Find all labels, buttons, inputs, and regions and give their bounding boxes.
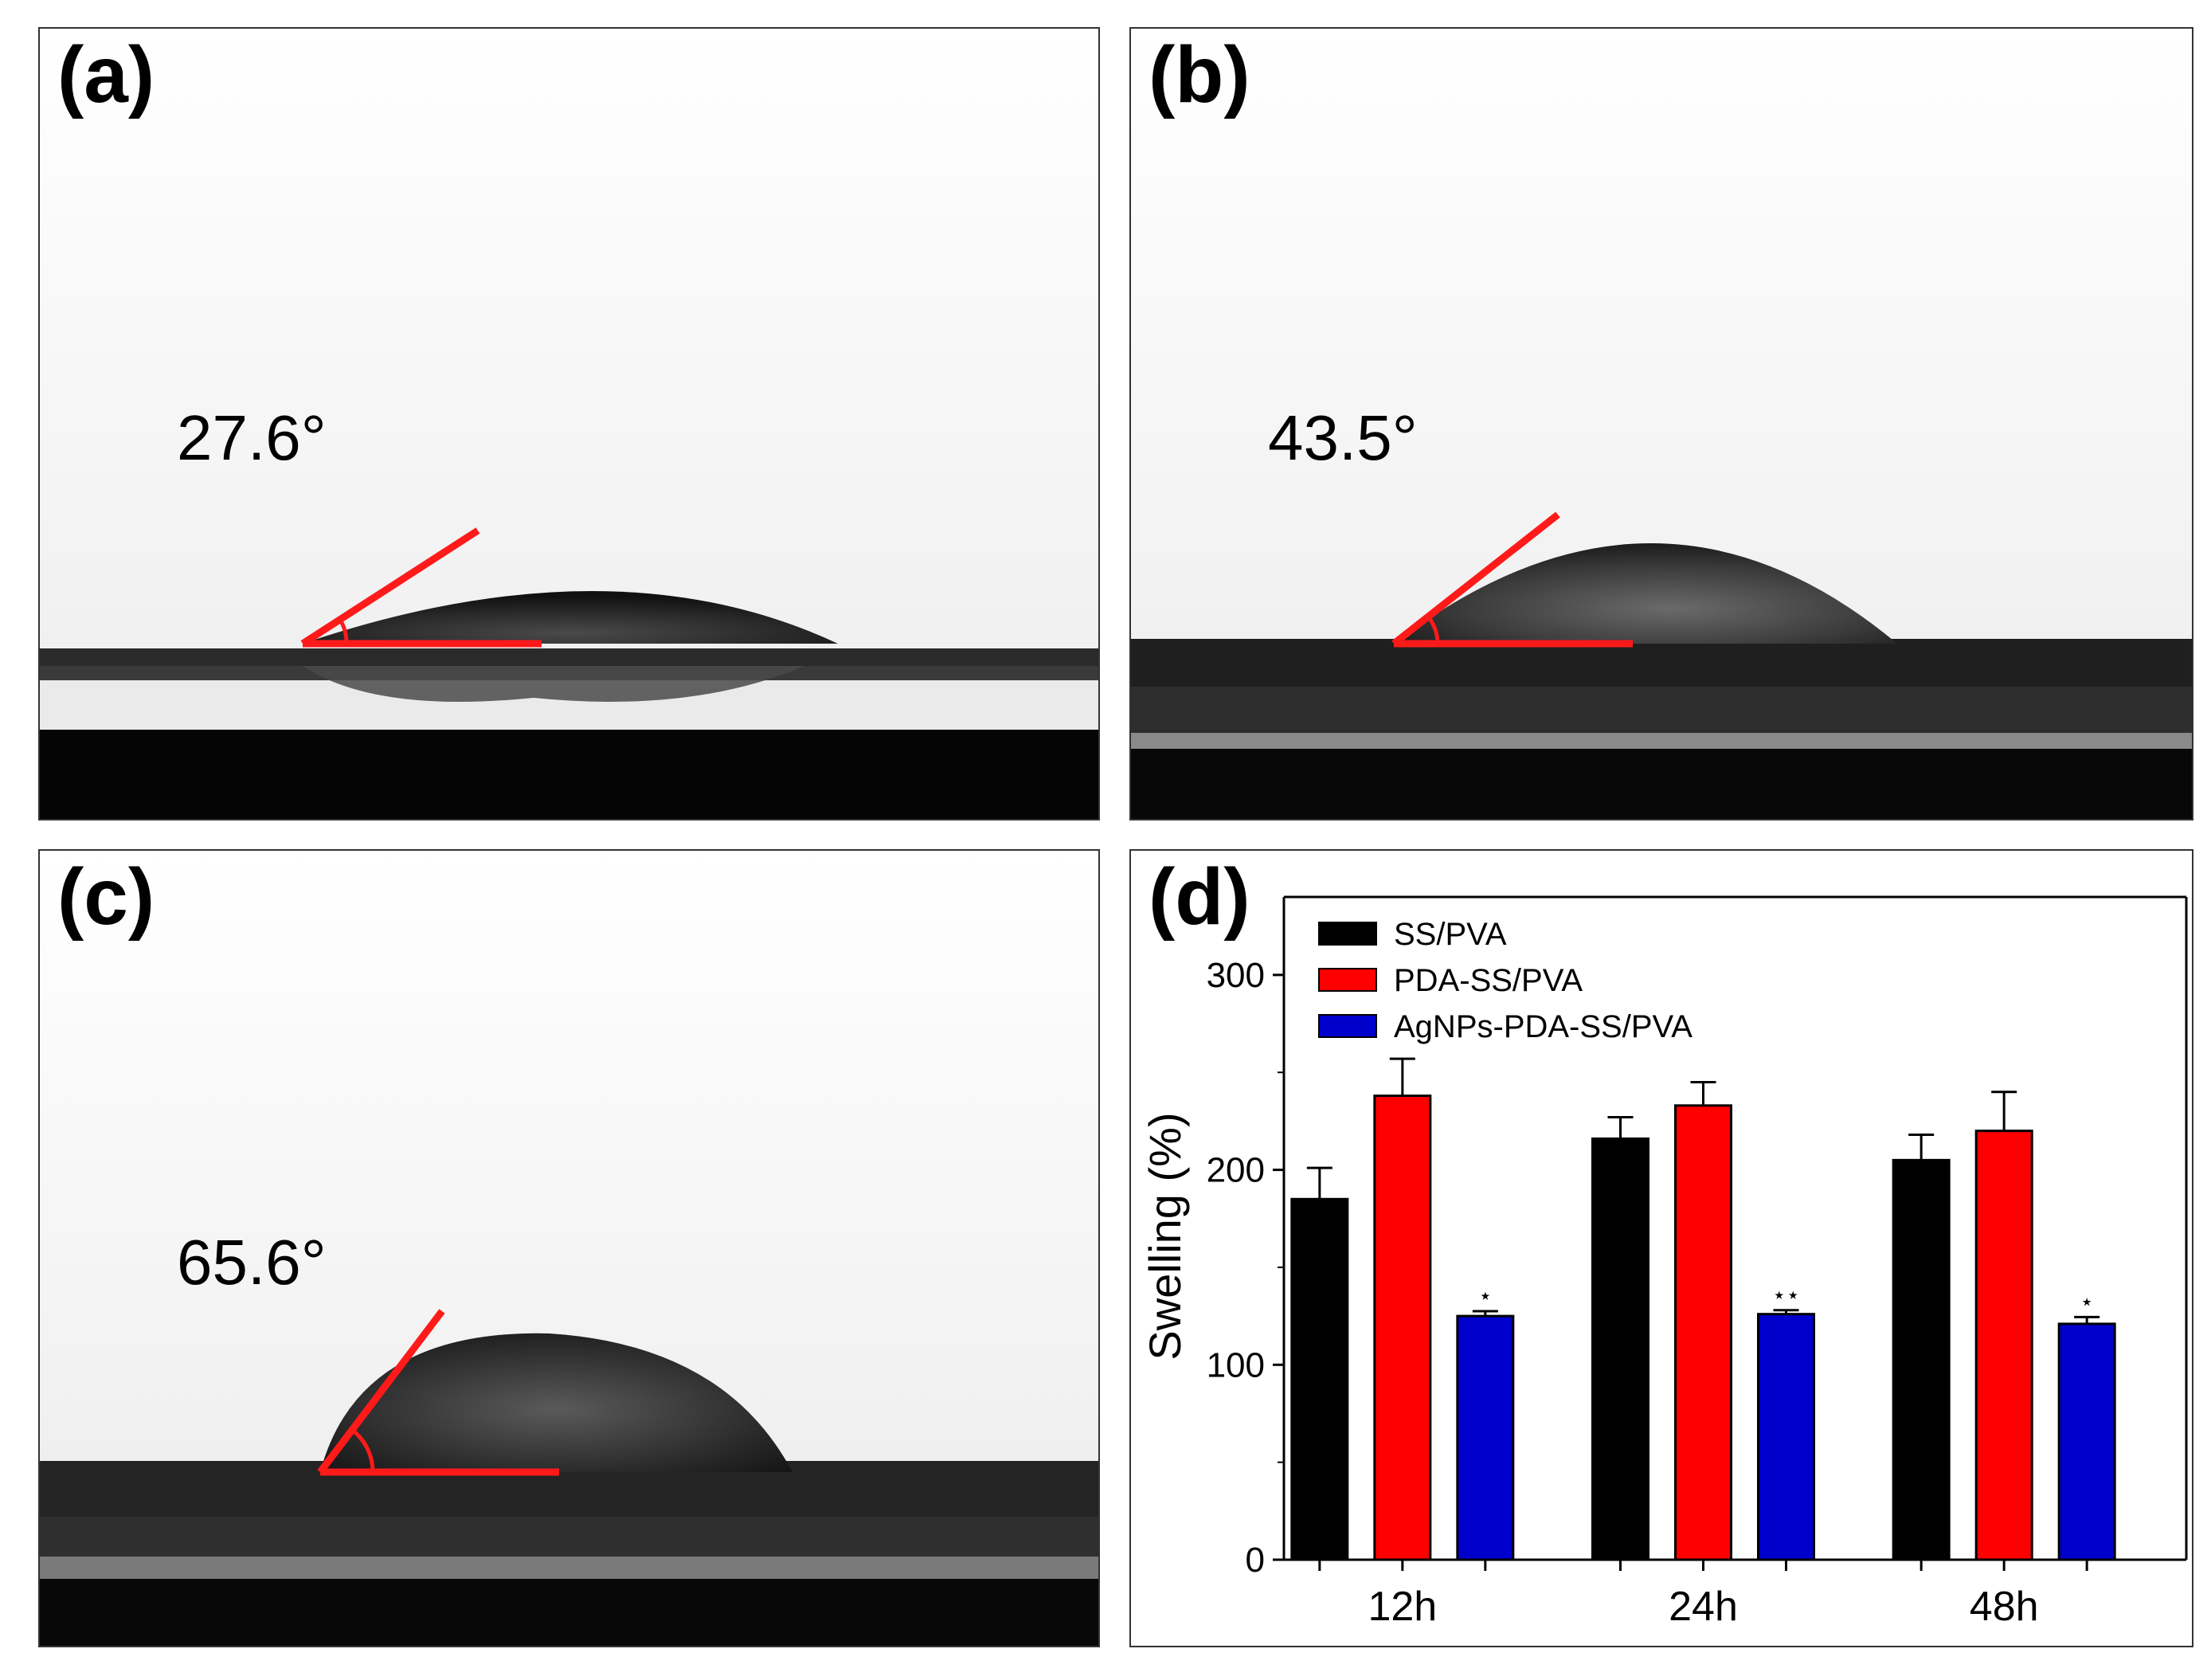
y-tick-label: 200 — [1207, 1151, 1265, 1190]
x-tick-label: 48h — [1970, 1584, 2039, 1630]
y-tick-label: 0 — [1246, 1541, 1265, 1580]
angle-arc — [350, 1428, 375, 1473]
bar-ss-pva-24h — [1591, 1137, 1649, 1561]
bar-pda-ss-pva-12h — [1373, 1095, 1432, 1561]
legend-label: SS/PVA — [1394, 917, 1507, 952]
legend-label: AgNPs-PDA-SS/PVA — [1394, 1009, 1692, 1044]
x-tick-label: 24h — [1669, 1584, 1738, 1630]
legend-swatch — [1318, 968, 1377, 992]
droplet-photo-c — [40, 851, 1098, 1646]
droplet-photo-b — [1131, 29, 2192, 819]
x-tick-label: 12h — [1368, 1584, 1437, 1630]
significance-marker: ⋆ — [2080, 1289, 2094, 1314]
panel-label: (c) — [57, 852, 155, 942]
significance-marker: ⋆ — [1478, 1283, 1493, 1308]
panel-label: (b) — [1149, 30, 1250, 119]
panel-a-contact-angle-image: (a) 27.6° — [38, 27, 1100, 820]
swelling-bar-chart: 0 100 200 300 Swelling (%) ⋆ 12h ⋆⋆ 24h ⋆ 48h SS/PV… — [1140, 895, 2188, 1630]
angle-arc — [338, 618, 349, 644]
bar-ss-pva-12h — [1290, 1197, 1349, 1561]
y-tick-label: 100 — [1207, 1345, 1265, 1384]
panel-d-swelling-chart: 0 100 200 300 Swelling (%) ⋆ 12h ⋆⋆ 24h ⋆ 48h SS/PV… — [1129, 849, 2193, 1647]
panel-b-contact-angle-image: (b) 43.5° — [1129, 27, 2193, 820]
y-tick-label: 300 — [1207, 956, 1265, 995]
contact-angle-value: 43.5° — [1268, 402, 1418, 473]
contact-angle-value: 65.6° — [177, 1227, 327, 1298]
bar-agnps-pda-ss-pva-24h — [1757, 1313, 1815, 1561]
tangent-line — [300, 527, 480, 647]
panel-c-contact-angle-image: (c) 65.6° — [38, 849, 1100, 1647]
bar-agnps-pda-ss-pva-48h — [2057, 1322, 2116, 1561]
legend-label: PDA-SS/PVA — [1394, 963, 1583, 998]
y-axis-label: Swelling (%) — [1140, 1112, 1190, 1360]
panel-label: (a) — [57, 30, 155, 119]
tangent-line — [1391, 511, 1560, 647]
significance-marker: ⋆⋆ — [1772, 1283, 1800, 1307]
legend-swatch — [1318, 922, 1377, 946]
contact-angle-value: 27.6° — [177, 402, 327, 473]
bar-agnps-pda-ss-pva-12h — [1456, 1314, 1515, 1561]
legend-swatch — [1318, 1014, 1377, 1038]
tangent-line — [317, 1309, 445, 1474]
panel-label: (d) — [1149, 852, 1250, 942]
angle-arc — [1426, 615, 1440, 644]
bar-pda-ss-pva-24h — [1674, 1104, 1732, 1561]
bar-ss-pva-48h — [1892, 1158, 1951, 1561]
bar-pda-ss-pva-48h — [1974, 1130, 2033, 1561]
droplet-photo-a — [40, 29, 1098, 819]
